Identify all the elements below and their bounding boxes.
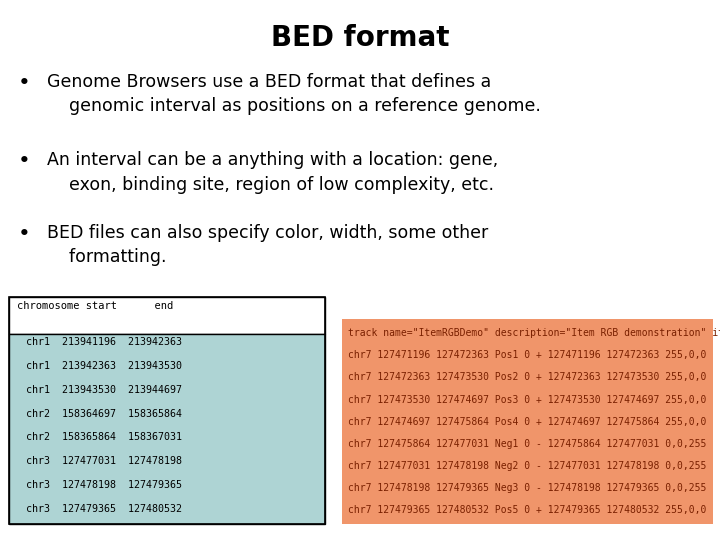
Text: chr7 127474697 127475864 Pos4 0 + 127474697 127475864 255,0,0: chr7 127474697 127475864 Pos4 0 + 127474… bbox=[348, 416, 706, 427]
FancyBboxPatch shape bbox=[342, 319, 713, 524]
Text: chr7 127473530 127474697 Pos3 0 + 127473530 127474697 255,0,0: chr7 127473530 127474697 Pos3 0 + 127473… bbox=[348, 395, 706, 404]
Text: chr3  127479365  127480532: chr3 127479365 127480532 bbox=[14, 504, 182, 514]
Text: chr7 127478198 127479365 Neg3 0 - 127478198 127479365 0,0,255: chr7 127478198 127479365 Neg3 0 - 127478… bbox=[348, 483, 706, 493]
Text: chr1  213942363  213943530: chr1 213942363 213943530 bbox=[14, 361, 182, 371]
Text: chr2  158365864  158367031: chr2 158365864 158367031 bbox=[14, 433, 182, 442]
Text: chr7 127479365 127480532 Pos5 0 + 127479365 127480532 255,0,0: chr7 127479365 127480532 Pos5 0 + 127479… bbox=[348, 505, 706, 515]
Text: chr2  158364697  158365864: chr2 158364697 158365864 bbox=[14, 409, 182, 419]
Text: chr7 127472363 127473530 Pos2 0 + 127472363 127473530 255,0,0: chr7 127472363 127473530 Pos2 0 + 127472… bbox=[348, 373, 706, 382]
Text: chr1  213943530  213944697: chr1 213943530 213944697 bbox=[14, 385, 182, 395]
Text: track name="ItemRGBDemo" description="Item RGB demonstration" itemRgb="On": track name="ItemRGBDemo" description="It… bbox=[348, 328, 720, 339]
Text: BED format: BED format bbox=[271, 24, 449, 52]
Text: •: • bbox=[18, 224, 31, 244]
Text: chr7 127475864 127477031 Neg1 0 - 127475864 127477031 0,0,255: chr7 127475864 127477031 Neg1 0 - 127475… bbox=[348, 438, 706, 449]
FancyBboxPatch shape bbox=[9, 297, 325, 334]
Text: chr7 127477031 127478198 Neg2 0 - 127477031 127478198 0,0,255: chr7 127477031 127478198 Neg2 0 - 127477… bbox=[348, 461, 706, 471]
Text: chr3  127477031  127478198: chr3 127477031 127478198 bbox=[14, 456, 182, 466]
Text: •: • bbox=[18, 73, 31, 93]
Text: chr1  213941196  213942363: chr1 213941196 213942363 bbox=[14, 338, 182, 347]
Text: chr3  127478198  127479365: chr3 127478198 127479365 bbox=[14, 480, 182, 490]
Text: BED files can also specify color, width, some other
    formatting.: BED files can also specify color, width,… bbox=[47, 224, 488, 266]
Text: chr7 127471196 127472363 Pos1 0 + 127471196 127472363 255,0,0: chr7 127471196 127472363 Pos1 0 + 127471… bbox=[348, 350, 706, 360]
Text: Genome Browsers use a BED format that defines a
    genomic interval as position: Genome Browsers use a BED format that de… bbox=[47, 73, 541, 115]
Text: chromosome start      end: chromosome start end bbox=[17, 301, 174, 312]
Text: •: • bbox=[18, 151, 31, 171]
FancyBboxPatch shape bbox=[9, 334, 325, 524]
Text: An interval can be a anything with a location: gene,
    exon, binding site, reg: An interval can be a anything with a loc… bbox=[47, 151, 498, 193]
